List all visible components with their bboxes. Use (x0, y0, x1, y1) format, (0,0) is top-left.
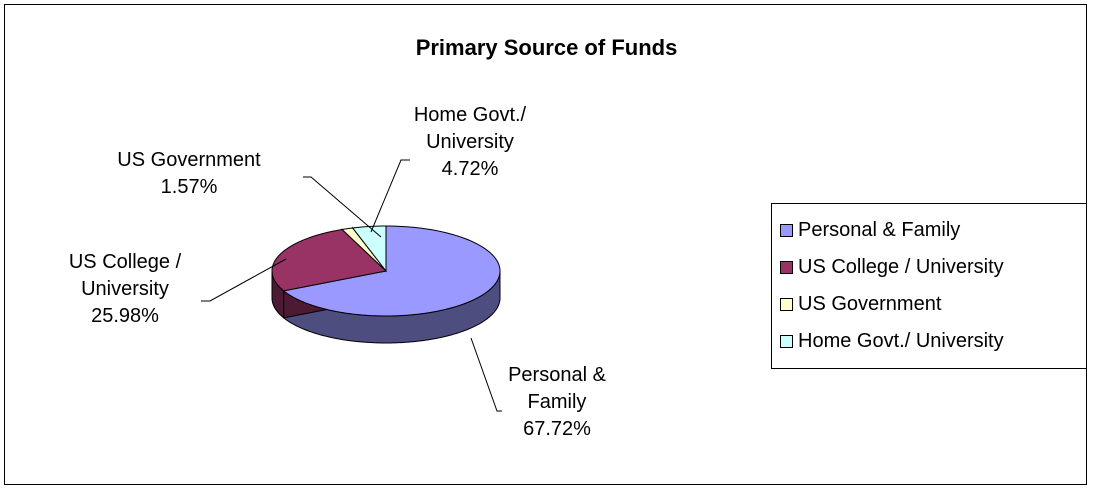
chart-title: Primary Source of Funds (415, 35, 678, 60)
chart: Primary Source of Funds Personal & Famil… (4, 4, 1087, 485)
data-label-value: 4.72% (441, 158, 499, 180)
legend-swatch (780, 335, 793, 348)
legend-item: US Government (780, 286, 1086, 323)
data-label-name: Personal & Family (508, 364, 606, 413)
data-label: US Government 1.57% (84, 147, 294, 201)
legend-swatch (780, 261, 793, 274)
data-label-name: US College / University (68, 251, 182, 300)
data-label: US College / University 25.98% (40, 249, 210, 330)
legend-label: US Government (798, 293, 942, 315)
legend-swatch (780, 298, 793, 311)
data-label-value: 1.57% (160, 176, 218, 198)
legend-label: Personal & Family (798, 219, 961, 241)
leader-line (370, 159, 410, 233)
leader-line (470, 337, 502, 412)
data-label-value: 67.72% (523, 418, 591, 440)
legend-item: US College / University (780, 249, 1086, 286)
leader-line (201, 258, 287, 302)
legend-item: Personal & Family (780, 212, 1086, 249)
legend-swatch (780, 224, 793, 237)
pie-slice (282, 225, 501, 317)
data-label-value: 25.98% (91, 305, 159, 327)
pie (201, 159, 502, 412)
data-label-name: US Government (117, 149, 261, 171)
pie-slice (271, 228, 388, 292)
data-label: Personal & Family 67.72% (497, 362, 617, 443)
data-label-name: Home Govt./ University (413, 104, 527, 153)
legend: Personal & Family US College / University… (771, 203, 1087, 369)
legend-item: Home Govt./ University (780, 323, 1086, 360)
legend-label: Home Govt./ University (798, 330, 1004, 352)
legend-label: US College / University (798, 256, 1004, 278)
data-label: Home Govt./ University 4.72% (400, 102, 540, 183)
leader-line (303, 176, 382, 238)
